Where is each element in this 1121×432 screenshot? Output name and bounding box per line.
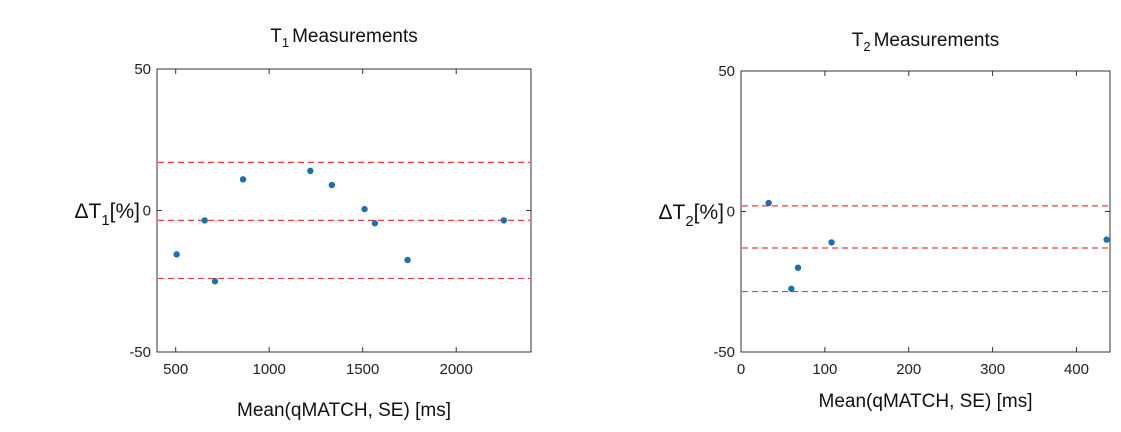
y-axis-label-sub: 2	[685, 213, 693, 230]
x-axis-label: Mean(qMATCH, SE) [ms]	[819, 391, 1033, 412]
chart-title: T2 Measurements	[852, 30, 1000, 54]
data-point	[765, 199, 772, 207]
y-axis-label-rest: [%]	[694, 201, 724, 224]
y-axis-label: ΔT2[%]	[658, 201, 724, 230]
y-axis-label: ΔT1[%]	[74, 200, 140, 229]
x-tick-label: 400	[1064, 361, 1089, 378]
y-axis-label-main: ΔT	[74, 200, 101, 223]
data-point	[239, 176, 247, 183]
x-tick-label: 2000	[440, 361, 473, 378]
y-tick-label: 50	[718, 63, 735, 80]
chart-title-main: T	[270, 26, 282, 47]
data-point	[1103, 236, 1110, 243]
x-tick-label: 500	[163, 361, 188, 378]
data-point	[500, 217, 508, 224]
data-point	[828, 239, 835, 246]
x-tick-label: 300	[980, 361, 1005, 378]
y-tick-label: -50	[713, 344, 735, 361]
x-tick-label: 1000	[253, 361, 286, 378]
y-tick-label: 50	[134, 61, 151, 78]
y-axis-label-sub: 1	[101, 212, 109, 229]
chart-title-main: T	[852, 30, 864, 51]
chart-title-sub: 2	[863, 39, 870, 54]
data-point	[173, 251, 180, 258]
data-point	[211, 278, 219, 285]
y-axis-label-rest: [%]	[110, 200, 140, 223]
x-axis-label: Mean(qMATCH, SE) [ms]	[237, 400, 451, 421]
x-tick-label: 0	[737, 361, 745, 378]
plot-area	[156, 68, 532, 353]
data-point	[371, 220, 379, 227]
chart-title-rest: Measurements	[874, 30, 1000, 51]
y-tick-label: 0	[727, 204, 735, 221]
data-point	[201, 217, 208, 224]
data-point	[794, 264, 802, 271]
data-point	[404, 256, 411, 264]
chart-title-sub: 1	[282, 35, 289, 50]
chart-title: T1 Measurements	[270, 26, 418, 50]
plot-area	[740, 70, 1111, 353]
x-tick-label: 1500	[346, 361, 379, 378]
y-tick-label: 0	[143, 203, 151, 220]
data-point	[328, 181, 336, 189]
chart-title-rest: Measurements	[292, 26, 418, 47]
y-axis-label-main: ΔT	[658, 201, 685, 224]
y-tick-label: -50	[129, 344, 151, 361]
data-point	[788, 285, 795, 292]
data-point	[361, 205, 368, 213]
data-point	[307, 167, 314, 175]
x-tick-label: 200	[896, 361, 921, 378]
x-tick-label: 100	[812, 361, 837, 378]
